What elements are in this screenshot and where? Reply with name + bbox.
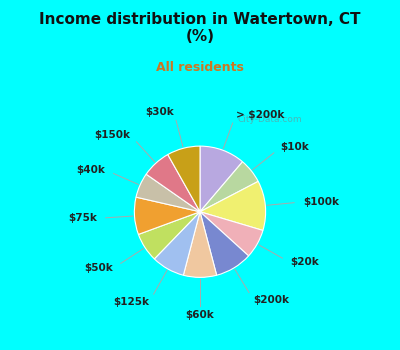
Text: $100k: $100k (303, 197, 339, 207)
Text: $200k: $200k (254, 295, 290, 305)
Text: City-Data.com: City-Data.com (238, 116, 302, 124)
Wedge shape (168, 146, 200, 212)
Text: > $200k: > $200k (236, 110, 284, 120)
Text: $60k: $60k (186, 310, 214, 320)
Text: $75k: $75k (68, 214, 97, 223)
Text: $40k: $40k (77, 165, 106, 175)
Wedge shape (134, 197, 200, 234)
Text: Income distribution in Watertown, CT
(%): Income distribution in Watertown, CT (%) (39, 12, 361, 44)
Text: $125k: $125k (113, 297, 149, 307)
Text: $30k: $30k (145, 107, 174, 117)
Wedge shape (200, 181, 266, 230)
Text: $20k: $20k (290, 257, 319, 267)
Wedge shape (183, 212, 217, 277)
Wedge shape (138, 212, 200, 259)
Wedge shape (146, 155, 200, 212)
Wedge shape (136, 174, 200, 212)
Wedge shape (154, 212, 200, 275)
Text: $50k: $50k (85, 263, 114, 273)
Wedge shape (200, 162, 258, 212)
Wedge shape (200, 212, 263, 256)
Text: $10k: $10k (281, 142, 310, 152)
Wedge shape (200, 146, 242, 212)
Text: $150k: $150k (94, 130, 130, 140)
Text: All residents: All residents (156, 61, 244, 74)
Wedge shape (200, 212, 248, 275)
